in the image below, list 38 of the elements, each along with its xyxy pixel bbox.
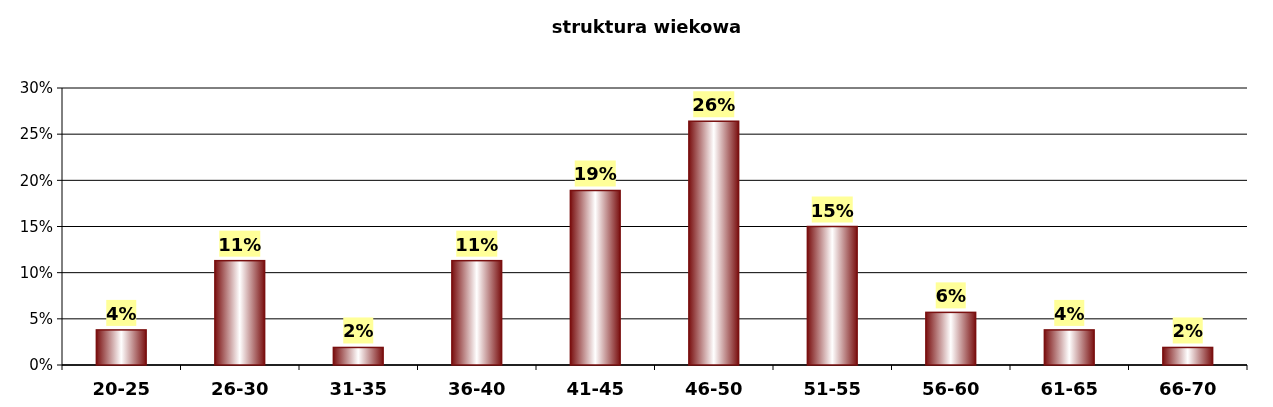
data-label: 11% [218,233,262,255]
bar [569,189,621,366]
bar [1162,346,1214,366]
x-tick-label: 20-25 [92,378,151,399]
bar [688,120,740,366]
bar [214,259,266,366]
x-tick-label: 46-50 [684,378,743,399]
data-label: 19% [573,163,617,185]
data-label: 2% [1172,320,1204,342]
y-tick-label: 30% [19,79,53,98]
data-label: 2% [342,320,374,342]
x-tick-label: 66-70 [1158,378,1217,399]
bar [1043,329,1095,366]
data-label: 11% [455,233,499,255]
y-tick-label: 5% [29,310,53,329]
bar [806,225,858,366]
bar [451,259,503,366]
data-label: 4% [1053,302,1085,324]
x-tick-label: 61-65 [1040,378,1099,399]
y-tick-label: 0% [29,356,53,375]
x-tick-label: 51-55 [803,378,862,399]
y-tick-label: 15% [19,217,53,236]
x-tick-label: 41-45 [566,378,625,399]
bar [925,311,977,366]
chart-title: struktura wiekowa [551,16,742,37]
data-label: 4% [105,302,137,324]
x-tick-label: 31-35 [329,378,388,399]
data-label: 6% [935,285,967,307]
bar [332,346,384,366]
data-label: 26% [692,94,736,116]
x-tick-label: 26-30 [210,378,269,399]
y-tick-label: 10% [19,263,53,282]
x-tick-label: 36-40 [447,378,506,399]
y-tick-label: 25% [19,125,53,144]
y-tick-label: 20% [19,171,53,190]
bar [95,329,147,366]
data-label: 15% [810,199,854,221]
x-tick-label: 56-60 [921,378,980,399]
